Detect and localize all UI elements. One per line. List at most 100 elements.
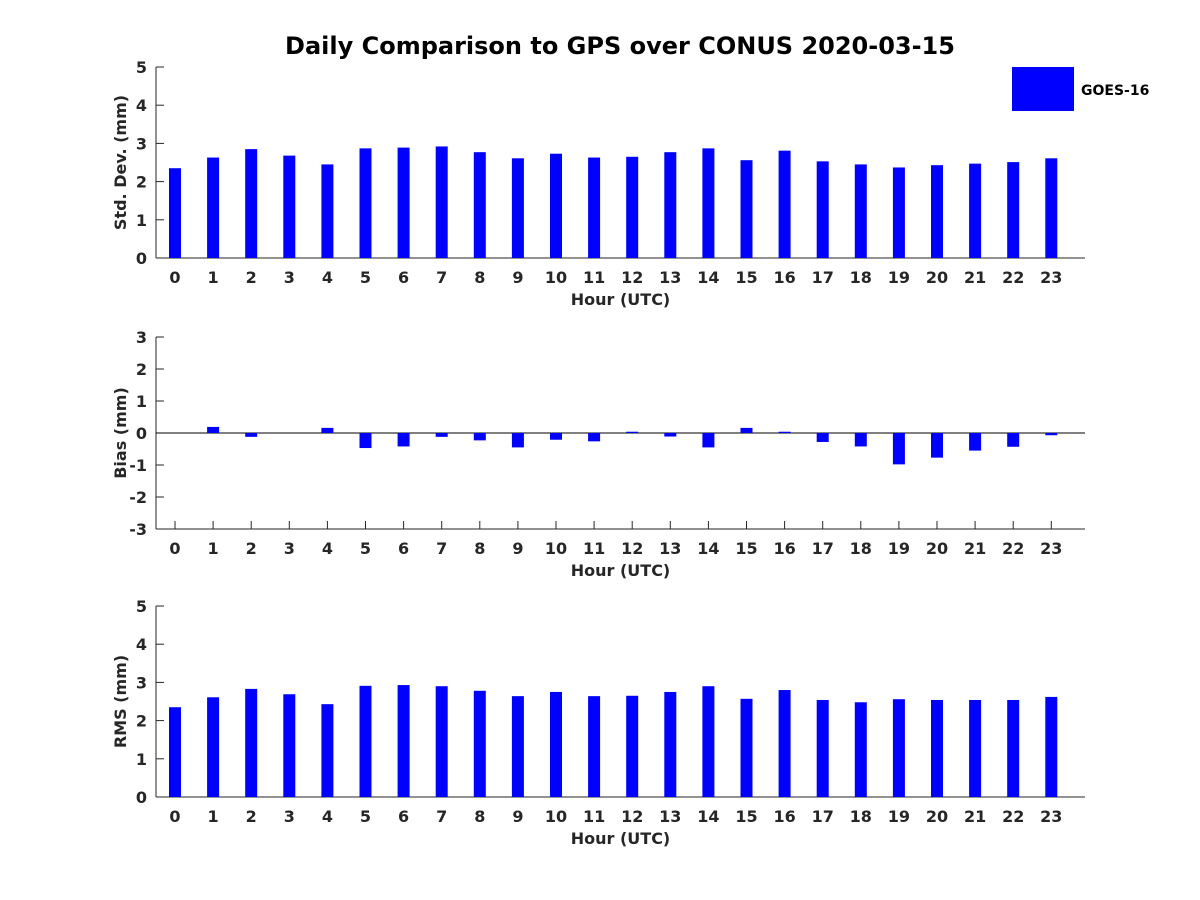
x-tick-label: 22	[1002, 539, 1024, 558]
bar-rms-hour-11	[588, 696, 601, 797]
x-tick-label: 23	[1040, 807, 1062, 826]
x-tick-label: 22	[1002, 807, 1024, 826]
bar-bias-hour-1	[207, 426, 220, 433]
y-tick-label: 5	[136, 597, 147, 616]
chart-title: Daily Comparison to GPS over CONUS 2020-…	[285, 32, 955, 60]
x-tick-label: 2	[246, 807, 257, 826]
bar-std-hour-18	[854, 164, 867, 258]
bar-std-hour-7	[435, 146, 448, 258]
bar-rms-hour-2	[245, 688, 258, 797]
x-tick-label: 13	[659, 268, 681, 287]
bar-rms-hour-22	[1007, 699, 1020, 797]
bar-rms-hour-21	[969, 699, 982, 797]
bar-rms-hour-8	[473, 690, 486, 797]
x-tick-label: 18	[850, 268, 872, 287]
x-tick-label: 17	[812, 268, 834, 287]
legend-swatch	[1012, 67, 1074, 111]
x-tick-label: 1	[208, 539, 219, 558]
bar-rms-hour-6	[397, 685, 410, 797]
x-tick-label: 13	[659, 539, 681, 558]
x-tick-label: 14	[697, 268, 719, 287]
bar-std-hour-1	[207, 157, 220, 258]
bar-rms-hour-3	[283, 694, 296, 797]
x-tick-label: 16	[773, 268, 795, 287]
x-tick-label: 11	[583, 807, 605, 826]
bar-bias-hour-20	[931, 433, 943, 458]
x-tick-label: 2	[246, 268, 257, 287]
bar-std-hour-4	[321, 164, 334, 258]
bar-bias-hour-5	[359, 433, 372, 449]
y-axis-label: RMS (mm)	[111, 655, 130, 748]
bar-std-hour-16	[778, 150, 791, 258]
x-axis-label: Hour (UTC)	[571, 561, 671, 580]
bar-std-hour-12	[626, 156, 639, 258]
x-tick-label: 23	[1040, 268, 1062, 287]
bar-rms-hour-23	[1045, 696, 1058, 797]
bar-rms-hour-16	[778, 690, 791, 797]
x-tick-label: 14	[697, 807, 719, 826]
bar-bias-hour-4	[321, 427, 334, 433]
bar-rms-hour-9	[511, 696, 524, 797]
x-tick-label: 3	[284, 807, 295, 826]
bar-rms-hour-7	[435, 686, 448, 797]
bar-std-hour-5	[359, 148, 372, 258]
bar-std-hour-22	[1007, 162, 1020, 258]
x-tick-label: 14	[697, 539, 719, 558]
y-tick-label: 2	[136, 360, 147, 379]
y-tick-label: 0	[136, 424, 147, 443]
x-tick-label: 23	[1040, 539, 1062, 558]
x-tick-label: 20	[926, 268, 948, 287]
y-tick-label: 3	[136, 673, 147, 692]
y-tick-label: 1	[136, 392, 147, 411]
x-tick-label: 19	[888, 807, 910, 826]
y-axis-label: Std. Dev. (mm)	[111, 95, 130, 230]
x-axis-label: Hour (UTC)	[571, 829, 671, 848]
y-tick-label: 2	[136, 173, 147, 192]
x-tick-label: 0	[169, 539, 180, 558]
x-tick-label: 11	[583, 539, 605, 558]
x-tick-label: 12	[621, 807, 643, 826]
bar-std-hour-14	[702, 148, 715, 258]
bar-bias-hour-6	[397, 433, 410, 447]
bar-rms-hour-5	[359, 685, 372, 797]
x-axis-label: Hour (UTC)	[571, 290, 671, 309]
bar-rms-hour-14	[702, 686, 715, 797]
bar-bias-hour-12	[626, 431, 639, 433]
bar-std-hour-10	[550, 153, 562, 258]
bar-rms-hour-19	[892, 699, 905, 797]
x-tick-label: 6	[398, 268, 409, 287]
y-tick-label: 1	[136, 211, 147, 230]
y-axis-label: Bias (mm)	[111, 387, 130, 479]
x-tick-label: 15	[735, 268, 757, 287]
bar-std-hour-0	[169, 168, 181, 258]
y-tick-label: -3	[129, 520, 147, 539]
x-tick-label: 6	[398, 807, 409, 826]
y-tick-label: 4	[136, 635, 147, 654]
x-tick-label: 0	[169, 807, 180, 826]
x-tick-label: 10	[545, 539, 567, 558]
bar-std-hour-2	[245, 149, 258, 258]
x-tick-label: 13	[659, 807, 681, 826]
x-tick-label: 20	[926, 539, 948, 558]
y-tick-label: 4	[136, 96, 147, 115]
y-tick-label: -2	[129, 488, 147, 507]
bar-rms-hour-4	[321, 704, 334, 797]
y-tick-label: 3	[136, 328, 147, 347]
x-tick-label: 15	[735, 807, 757, 826]
bar-bias-hour-10	[550, 433, 562, 440]
bar-bias-hour-11	[588, 433, 601, 442]
x-tick-label: 19	[888, 268, 910, 287]
y-tick-label: 2	[136, 712, 147, 731]
bar-bias-hour-19	[892, 433, 905, 465]
bar-std-hour-8	[473, 152, 486, 258]
bar-rms-hour-20	[931, 699, 943, 797]
bar-bias-hour-21	[969, 433, 982, 451]
x-tick-label: 8	[474, 807, 485, 826]
x-tick-label: 4	[322, 807, 333, 826]
bar-bias-hour-7	[435, 433, 448, 437]
y-tick-label: 0	[136, 249, 147, 268]
x-tick-label: 5	[360, 807, 371, 826]
x-tick-label: 8	[474, 539, 485, 558]
bar-rms-hour-1	[207, 697, 220, 797]
